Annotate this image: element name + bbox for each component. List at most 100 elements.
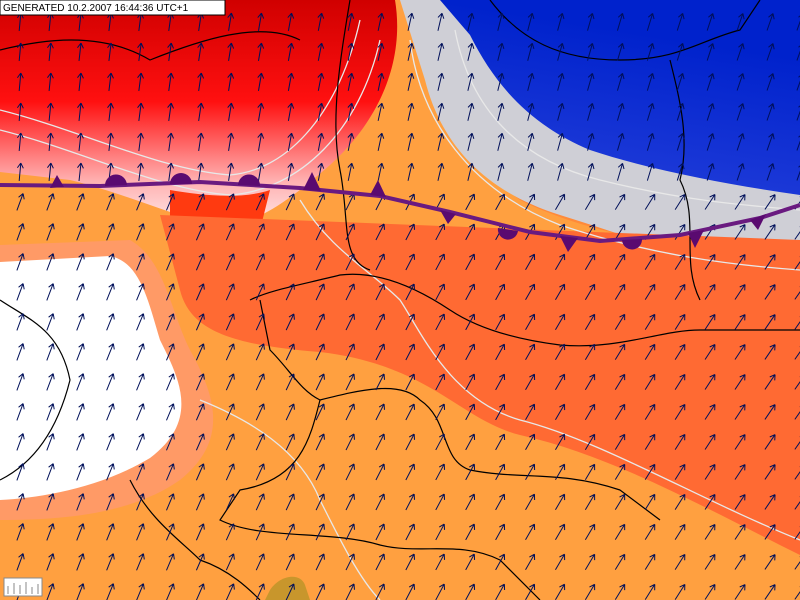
wind-arrow: [646, 13, 655, 31]
wind-arrow: [555, 313, 566, 331]
wind-arrow: [557, 12, 565, 31]
wind-arrow: [497, 42, 505, 61]
isoline: [0, 39, 381, 196]
wind-arrow: [497, 162, 505, 181]
wind-arrow: [766, 103, 775, 121]
wind-arrow: [614, 313, 626, 330]
wind-arrow: [375, 433, 385, 451]
wind-arrow: [347, 162, 355, 181]
wind-arrow: [407, 12, 415, 31]
wind-arrow: [347, 102, 355, 121]
wind-arrow: [195, 283, 205, 301]
wind-arrow: [495, 493, 506, 511]
wind-arrow: [796, 43, 800, 61]
wind-arrow: [225, 493, 235, 511]
wind-arrow: [766, 13, 775, 31]
wind-arrow: [584, 433, 596, 450]
wind-arrow: [16, 463, 25, 481]
wind-arrow: [166, 463, 175, 481]
wind-arrow: [736, 13, 745, 31]
wind-arrow: [674, 523, 686, 540]
wind-arrow: [106, 523, 115, 541]
wind-arrow: [106, 313, 115, 331]
wind-arrow: [646, 133, 655, 151]
wind-arrow: [794, 314, 800, 330]
wind-arrow: [467, 102, 475, 121]
mild-region: [160, 215, 800, 555]
wind-arrow: [167, 42, 174, 61]
wind-arrow: [16, 523, 25, 541]
wind-arrow: [315, 463, 325, 481]
wind-arrow: [77, 132, 84, 152]
wind-arrow: [555, 493, 566, 511]
wind-arrow: [704, 494, 716, 510]
wind-arrow: [736, 103, 745, 121]
wind-arrow: [106, 553, 115, 571]
wind-arrow: [646, 103, 655, 121]
wind-arrow: [794, 284, 800, 300]
wind-arrow: [407, 102, 415, 121]
wind-arrow: [467, 132, 475, 151]
wind-arrow: [555, 373, 566, 391]
wind-arrow: [195, 583, 205, 600]
wind-arrow: [465, 463, 476, 481]
wind-arrow: [584, 193, 596, 210]
wind-arrow: [584, 493, 596, 510]
wind-arrow: [225, 523, 235, 541]
wind-arrow: [46, 403, 55, 421]
wind-arrow: [435, 463, 446, 481]
wind-arrow: [587, 72, 595, 91]
wind-arrow: [227, 102, 235, 121]
wind-arrow: [644, 583, 656, 600]
wind-arrow: [137, 132, 144, 151]
wind-arrow: [195, 493, 205, 511]
wind-arrow: [614, 463, 626, 480]
wind-arrow: [167, 72, 174, 91]
wind-arrow: [555, 283, 566, 301]
wind-arrow: [107, 42, 114, 61]
wind-arrow: [16, 132, 24, 152]
wind-arrow: [495, 253, 506, 271]
wind-arrow: [285, 253, 295, 271]
wind-arrow: [794, 524, 800, 540]
wind-arrow: [587, 12, 595, 31]
wind-arrow: [616, 133, 625, 151]
wind-arrow: [465, 433, 476, 451]
wind-arrow: [557, 132, 565, 151]
wind-arrow: [107, 102, 114, 121]
wind-arrow: [764, 524, 776, 540]
wind-arrow: [136, 373, 145, 391]
wind-arrow: [794, 374, 800, 390]
wind-arrow: [644, 433, 656, 450]
wind-arrow: [495, 193, 506, 211]
wind-arrow: [405, 253, 416, 271]
wind-arrow: [76, 493, 85, 511]
wind-arrow: [796, 163, 800, 181]
wind-arrow: [584, 463, 596, 480]
wind-arrow: [345, 373, 355, 391]
wind-arrow: [794, 434, 800, 450]
wind-arrow: [136, 493, 145, 511]
wind-arrow: [435, 433, 446, 451]
wind-arrow: [166, 553, 175, 571]
wind-arrow: [794, 404, 800, 420]
wind-arrow: [495, 283, 506, 301]
wind-arrow: [405, 313, 416, 331]
wind-arrow: [136, 433, 145, 451]
wind-arrow: [375, 403, 385, 421]
wind-arrow: [465, 223, 476, 241]
wind-arrow: [46, 343, 55, 361]
wind-arrow: [734, 284, 746, 300]
wind-arrow: [136, 403, 145, 421]
wind-arrow: [16, 283, 25, 301]
wind-arrow: [587, 42, 595, 61]
wind-arrow: [285, 523, 295, 541]
cold-region: [440, 0, 800, 195]
wind-arrow: [764, 194, 776, 210]
border: [489, 0, 761, 61]
wind-arrow: [407, 42, 415, 61]
wind-arrow: [614, 283, 626, 300]
wind-arrow: [195, 373, 205, 391]
warm-front-symbols: [104, 173, 643, 250]
